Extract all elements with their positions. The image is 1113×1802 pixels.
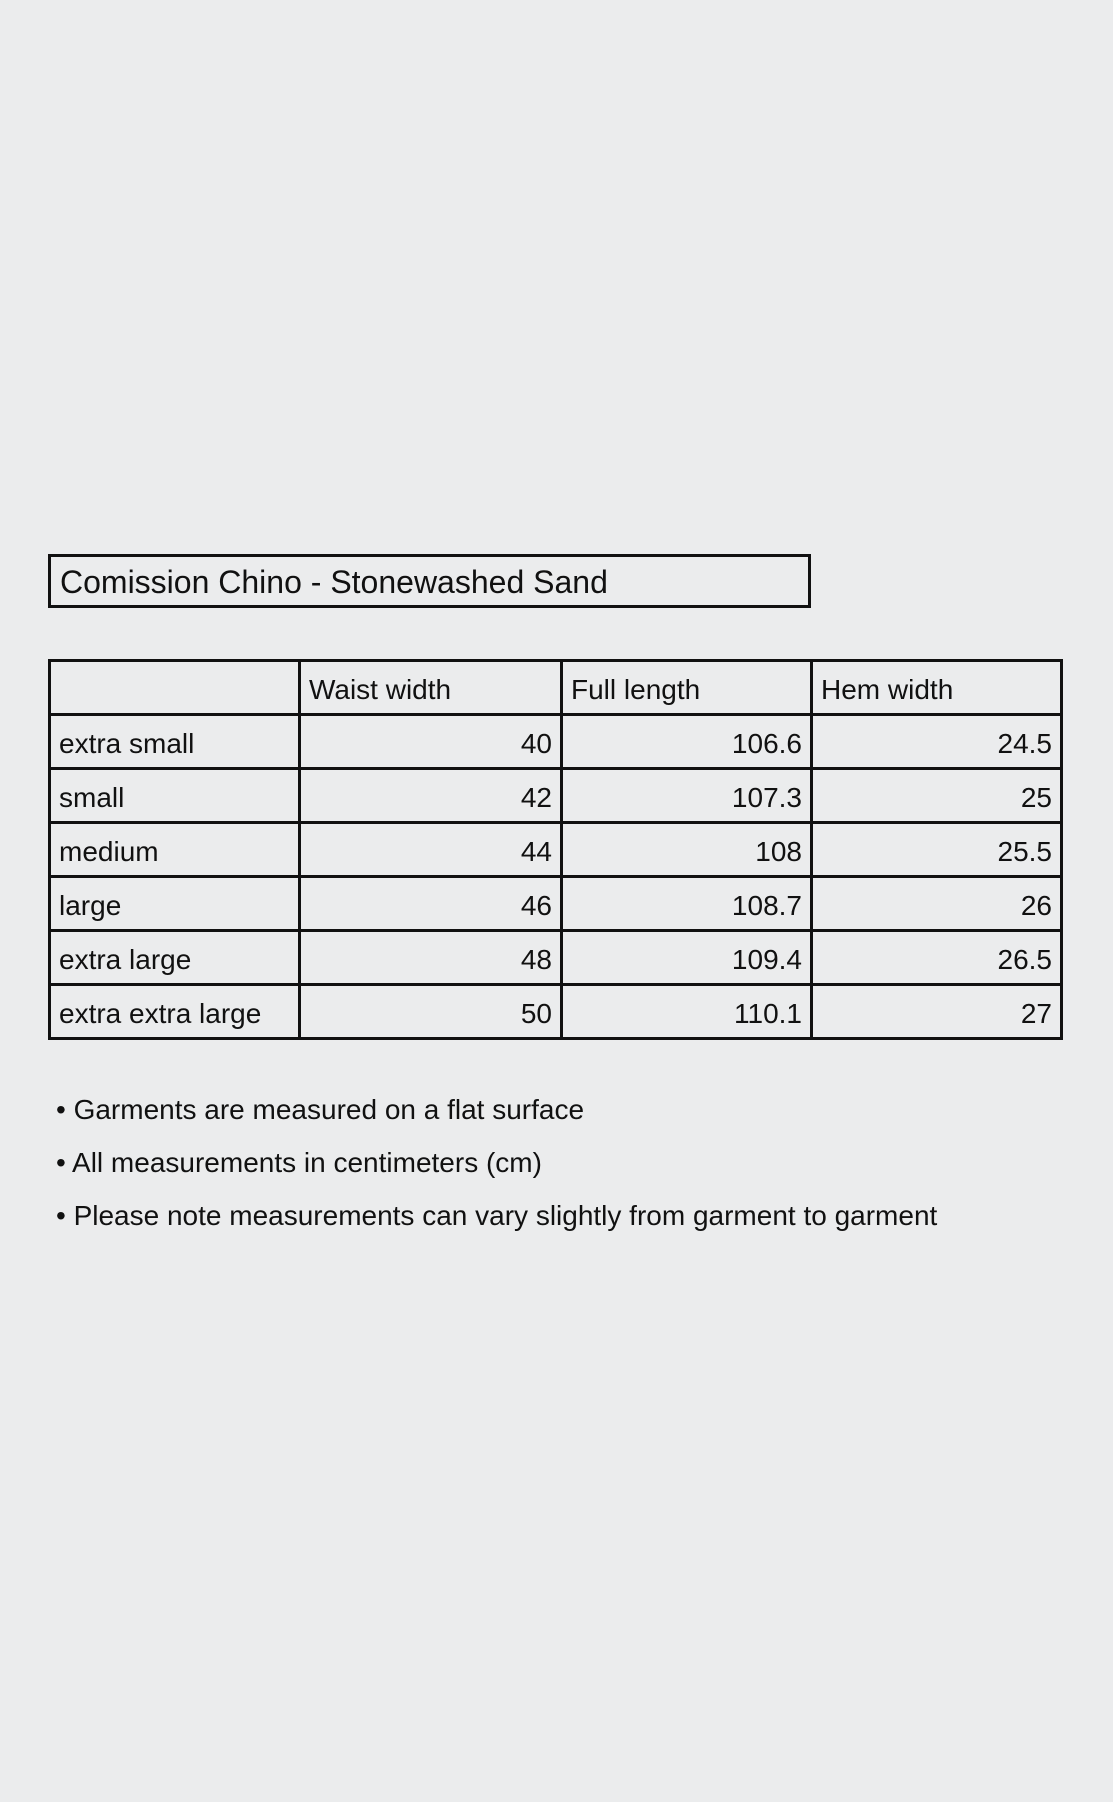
measurement-cell: 26 [810,875,1063,932]
measurement-cell: 26.5 [810,929,1063,986]
size-label: extra extra large [48,983,301,1040]
table-row: extra large 48 109.4 26.5 [48,929,1063,986]
size-label: extra large [48,929,301,986]
measurement-cell: 106.6 [560,713,813,770]
measurement-cell: 40 [298,713,563,770]
size-chart-table: Waist width Full length Hem width extra … [48,659,1063,1040]
measurement-cell: 42 [298,767,563,824]
measurement-cell: 44 [298,821,563,878]
size-label: small [48,767,301,824]
measurement-cell: 46 [298,875,563,932]
note-item: • Garments are measured on a flat surfac… [56,1094,585,1125]
notes-list: • Garments are measured on a flat surfac… [56,1088,937,1247]
measurement-cell: 25 [810,767,1063,824]
measurement-cell: 25.5 [810,821,1063,878]
measurement-cell: 110.1 [560,983,813,1040]
table-row: medium 44 108 25.5 [48,821,1063,878]
measurement-cell: 108 [560,821,813,878]
size-label: medium [48,821,301,878]
size-label: extra small [48,713,301,770]
measurement-cell: 48 [298,929,563,986]
header-hem-width: Hem width [810,659,1063,716]
size-label: large [48,875,301,932]
measurement-cell: 50 [298,983,563,1040]
note-item: • All measurements in centimeters (cm) [56,1147,542,1178]
measurement-cell: 24.5 [810,713,1063,770]
table-row: large 46 108.7 26 [48,875,1063,932]
table-row: extra extra large 50 110.1 27 [48,983,1063,1040]
measurement-cell: 109.4 [560,929,813,986]
note-item: • Please note measurements can vary slig… [56,1200,938,1231]
table-row: small 42 107.3 25 [48,767,1063,824]
header-size [48,659,301,716]
table-row: extra small 40 106.6 24.5 [48,713,1063,770]
product-title: Comission Chino - Stonewashed Sand [48,554,811,608]
measurement-cell: 107.3 [560,767,813,824]
measurement-cell: 108.7 [560,875,813,932]
table-header-row: Waist width Full length Hem width [48,659,1063,716]
measurement-cell: 27 [810,983,1063,1040]
header-full-length: Full length [560,659,813,716]
header-waist-width: Waist width [298,659,563,716]
